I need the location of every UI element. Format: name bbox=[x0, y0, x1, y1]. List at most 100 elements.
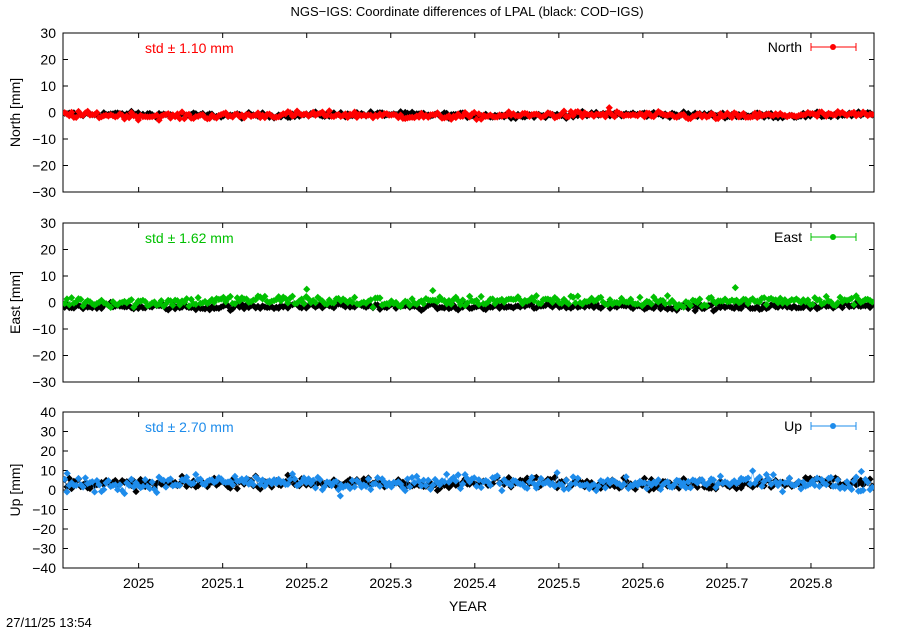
main-series-point bbox=[63, 475, 69, 483]
main-series-point bbox=[445, 112, 453, 120]
main-series-point bbox=[564, 300, 573, 308]
main-series-point bbox=[229, 481, 237, 489]
main-series-point bbox=[431, 296, 439, 304]
reference-series-point bbox=[622, 302, 630, 310]
reference-series-point bbox=[93, 304, 101, 312]
main-series-point bbox=[654, 476, 662, 484]
reference-series-point bbox=[693, 483, 702, 491]
main-series-point bbox=[132, 479, 140, 487]
main-series-point bbox=[535, 479, 543, 488]
main-series-point bbox=[606, 479, 614, 487]
y-axis-label: Up [mm] bbox=[7, 464, 23, 517]
main-series-point bbox=[820, 479, 828, 487]
main-series-point bbox=[295, 480, 303, 488]
main-series-point bbox=[751, 479, 759, 487]
reference-series-point bbox=[562, 304, 570, 312]
main-series-point bbox=[185, 478, 193, 486]
main-series-point bbox=[316, 475, 324, 484]
reference-series-point bbox=[650, 485, 658, 493]
y-tick-label: −20 bbox=[32, 521, 56, 537]
main-series-point bbox=[256, 113, 264, 122]
main-series-point bbox=[498, 487, 506, 495]
main-series-point bbox=[601, 484, 609, 492]
reference-series-point bbox=[436, 484, 444, 493]
reference-series-point bbox=[813, 305, 821, 313]
main-series-point bbox=[567, 108, 575, 116]
main-series-point bbox=[245, 480, 253, 488]
main-series-point bbox=[620, 480, 628, 488]
reference-series-point bbox=[684, 109, 692, 118]
main-series-point bbox=[178, 108, 186, 116]
main-series-point bbox=[558, 299, 566, 308]
main-series-point bbox=[466, 478, 474, 486]
main-series-point bbox=[730, 477, 738, 485]
main-series-point bbox=[767, 480, 775, 488]
main-series-point bbox=[868, 483, 874, 491]
main-series-point bbox=[459, 296, 467, 304]
reference-series-point bbox=[447, 481, 455, 489]
y-tick-label: −20 bbox=[32, 158, 56, 174]
reference-series-point bbox=[194, 482, 202, 490]
main-series-point bbox=[574, 292, 582, 300]
reference-series-point bbox=[758, 305, 766, 313]
main-series-point bbox=[399, 484, 407, 492]
main-series-point bbox=[512, 295, 520, 303]
main-series-point bbox=[659, 297, 667, 305]
main-series-point bbox=[484, 478, 492, 486]
main-series-point bbox=[836, 293, 844, 301]
main-series-point bbox=[153, 488, 161, 497]
main-series-point bbox=[323, 111, 331, 120]
main-series-point bbox=[712, 483, 720, 492]
main-series-point bbox=[627, 295, 635, 303]
main-series-point bbox=[541, 479, 550, 487]
main-series-point bbox=[463, 299, 471, 307]
main-series-point bbox=[751, 109, 759, 117]
main-series-point bbox=[192, 300, 200, 308]
main-series-point bbox=[604, 301, 612, 309]
main-series-point bbox=[841, 484, 849, 492]
main-series-point bbox=[617, 482, 626, 490]
reference-series-point bbox=[578, 107, 586, 116]
main-series-point bbox=[843, 478, 851, 486]
main-series-point bbox=[295, 109, 303, 118]
reference-series-point bbox=[640, 474, 649, 482]
main-series-point bbox=[537, 299, 545, 308]
reference-series-point bbox=[392, 304, 400, 312]
main-series-point bbox=[560, 107, 568, 115]
reference-series-point bbox=[594, 303, 603, 311]
main-series-point bbox=[845, 296, 853, 304]
main-series-point bbox=[238, 294, 246, 302]
main-series-point bbox=[180, 298, 188, 306]
reference-series-point bbox=[327, 302, 336, 310]
main-series-point bbox=[385, 300, 393, 309]
main-series-point bbox=[415, 477, 423, 485]
main-series-point bbox=[737, 297, 745, 306]
main-series-point bbox=[571, 479, 580, 488]
main-series-point bbox=[74, 474, 83, 483]
main-series-point bbox=[272, 296, 280, 304]
main-series-point bbox=[399, 299, 407, 307]
main-series-point bbox=[797, 485, 805, 493]
main-series-point bbox=[440, 296, 448, 305]
main-series-point bbox=[657, 485, 665, 493]
reference-series-point bbox=[551, 473, 559, 481]
main-series-point bbox=[820, 299, 828, 307]
main-series-point bbox=[590, 112, 598, 120]
main-series-point bbox=[516, 112, 524, 120]
main-series-point bbox=[72, 481, 80, 489]
main-series-point bbox=[696, 295, 704, 303]
main-series-point bbox=[146, 484, 154, 493]
main-series-point bbox=[776, 478, 784, 486]
reference-series-point bbox=[376, 305, 384, 313]
reference-series-point bbox=[866, 303, 874, 312]
reference-series-point bbox=[597, 484, 605, 492]
main-series-point bbox=[799, 478, 807, 486]
main-series-point bbox=[606, 109, 614, 117]
main-series-point bbox=[413, 300, 421, 309]
reference-series-point bbox=[153, 479, 161, 488]
main-series-point bbox=[723, 479, 731, 487]
main-series-point bbox=[311, 111, 320, 119]
main-series-point bbox=[857, 110, 865, 119]
y-tick-label: 0 bbox=[48, 482, 56, 498]
y-tick-label: −30 bbox=[32, 541, 56, 557]
